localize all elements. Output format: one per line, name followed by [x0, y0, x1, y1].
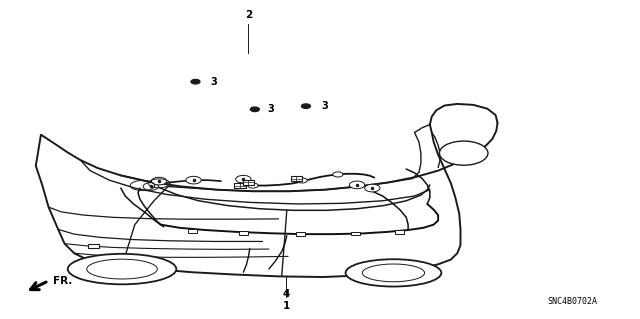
Circle shape	[301, 104, 310, 108]
Ellipse shape	[68, 254, 176, 284]
Ellipse shape	[362, 264, 424, 282]
Bar	[296, 232, 305, 236]
Text: 1: 1	[282, 301, 290, 311]
Text: FR.: FR.	[53, 276, 72, 286]
Bar	[243, 180, 254, 185]
Circle shape	[297, 178, 307, 183]
Circle shape	[248, 183, 258, 188]
Circle shape	[152, 177, 167, 185]
Text: SNC4B0702A: SNC4B0702A	[547, 297, 597, 306]
Text: 2: 2	[245, 11, 252, 20]
Text: 3: 3	[321, 101, 328, 111]
Bar	[234, 183, 246, 189]
Circle shape	[191, 79, 200, 84]
Circle shape	[333, 172, 343, 177]
Text: 3: 3	[210, 77, 217, 87]
Bar	[239, 231, 248, 235]
Text: 4: 4	[282, 289, 290, 299]
Ellipse shape	[87, 259, 157, 279]
Circle shape	[365, 184, 380, 192]
Bar	[291, 176, 302, 182]
Circle shape	[440, 141, 488, 165]
Bar	[351, 232, 360, 235]
Text: 3: 3	[268, 104, 275, 114]
Ellipse shape	[346, 259, 442, 286]
Bar	[88, 244, 99, 248]
Bar	[188, 229, 196, 233]
Circle shape	[236, 175, 251, 183]
Circle shape	[250, 107, 259, 112]
Circle shape	[349, 181, 365, 189]
Circle shape	[143, 183, 159, 190]
Circle shape	[186, 176, 201, 184]
Bar	[396, 230, 404, 234]
